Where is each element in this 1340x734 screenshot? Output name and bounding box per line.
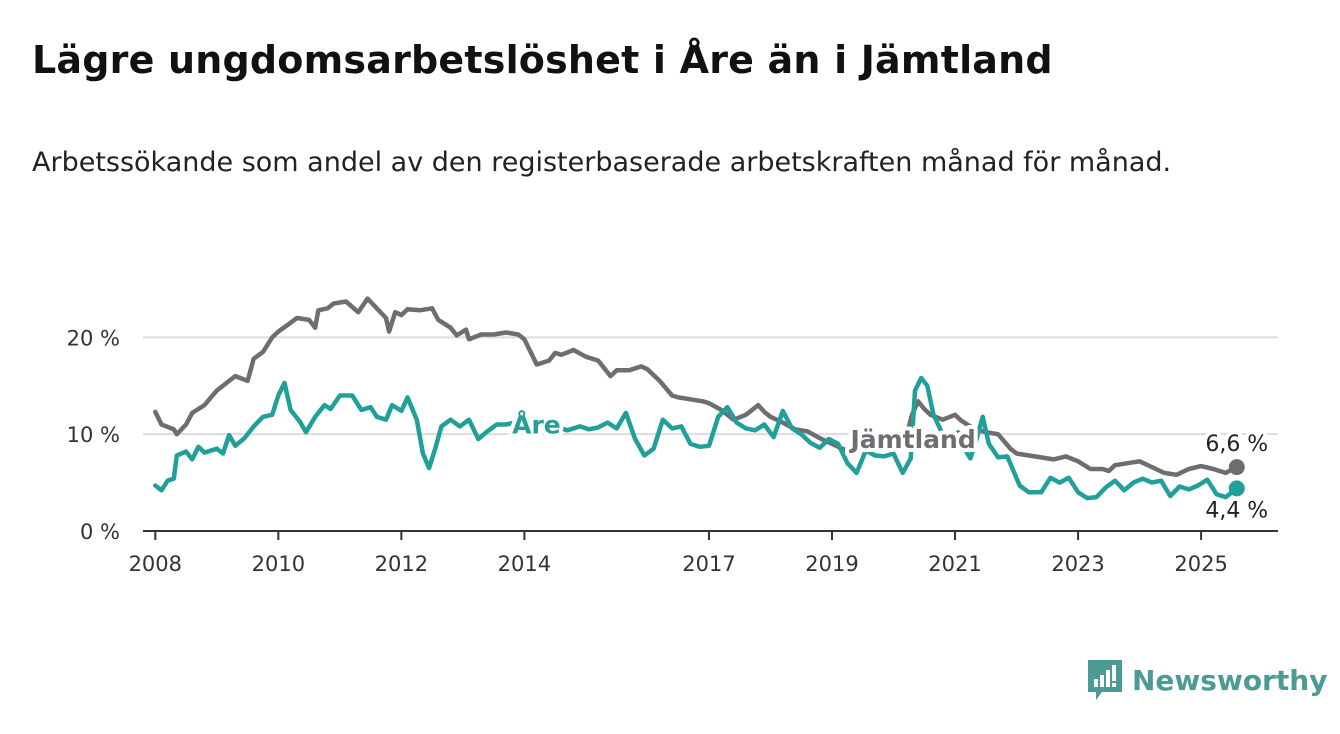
- y-tick-label: 10 %: [67, 423, 120, 447]
- y-tick-label: 20 %: [67, 326, 120, 350]
- end-value-label-jamtland-halo: 6,6 %: [1205, 432, 1268, 457]
- x-tick-label: 2025: [1174, 552, 1227, 576]
- brand-name: Newsworthy: [1132, 663, 1328, 697]
- x-axis: 2008 2010 2012 2014 2017 2019 2021 2023 2025: [129, 530, 1278, 576]
- x-tick-label: 2021: [928, 552, 981, 576]
- newsworthy-logo-icon: [1088, 660, 1122, 700]
- series-label-are-halo: Åre: [512, 411, 561, 440]
- series-label-jamtland-halo: Jämtland: [848, 425, 975, 454]
- end-value-label-are: 4,4 %: [1205, 498, 1268, 523]
- x-tick-label: 2019: [805, 552, 858, 576]
- newsworthy-brand: Newsworthy: [1088, 660, 1327, 700]
- y-tick-label: 0 %: [80, 520, 120, 544]
- chart-title: Lägre ungdomsarbetslöshet i Åre än i Jäm…: [32, 38, 1053, 82]
- end-value-label-jamtland: 6,6 %: [1205, 432, 1268, 457]
- series-label-jamtland: Jämtland: [848, 425, 975, 454]
- x-tick-label: 2008: [129, 552, 182, 576]
- series-line-jamtland: [153, 296, 1240, 478]
- series-label-are: Åre: [512, 411, 561, 440]
- x-tick-label: 2012: [375, 552, 428, 576]
- chart-subtitle: Arbetssökande som andel av den registerb…: [32, 147, 1172, 178]
- y-axis-ticks: 0 % 10 % 20 %: [67, 326, 120, 544]
- x-tick-label: 2017: [682, 552, 735, 576]
- x-tick-label: 2010: [252, 552, 305, 576]
- series-lines: [153, 296, 1245, 501]
- x-tick-label: 2014: [498, 552, 551, 576]
- series-line-are: [153, 375, 1240, 501]
- series-end-point-are: [1228, 480, 1245, 497]
- end-value-label-are-halo: 4,4 %: [1205, 498, 1268, 523]
- x-tick-label: 2023: [1051, 552, 1104, 576]
- series-end-point-jamtland: [1228, 459, 1245, 476]
